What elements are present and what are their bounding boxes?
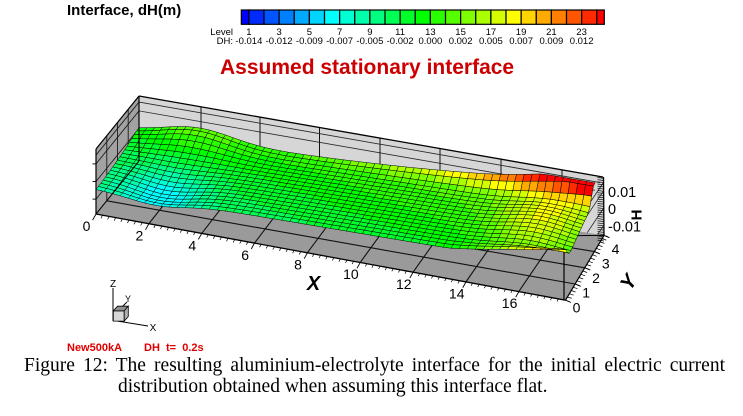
svg-text:15: 15 (455, 27, 466, 38)
svg-text:-0.014: -0.014 (235, 36, 262, 47)
svg-text:0.002: 0.002 (449, 36, 473, 47)
svg-text:DH:: DH: (217, 36, 233, 47)
svg-text:X: X (306, 273, 322, 295)
svg-text:13: 13 (425, 27, 436, 38)
svg-text:0.009: 0.009 (540, 36, 564, 47)
svg-text:12: 12 (396, 276, 412, 292)
svg-text:11: 11 (395, 27, 405, 38)
svg-text:16: 16 (502, 295, 518, 311)
svg-text:Z: Z (110, 279, 116, 290)
svg-text:17: 17 (486, 27, 497, 38)
svg-text:0: 0 (608, 202, 616, 218)
svg-text:0.01: 0.01 (608, 185, 636, 201)
svg-text:4: 4 (612, 241, 620, 257)
svg-text:23: 23 (576, 27, 587, 38)
svg-text:19: 19 (516, 27, 527, 38)
svg-text:3: 3 (602, 256, 610, 272)
svg-text:-0.01: -0.01 (608, 220, 641, 236)
svg-text:-0.007: -0.007 (326, 36, 353, 47)
svg-text:1: 1 (246, 27, 251, 38)
svg-text:Y: Y (616, 270, 643, 295)
svg-text:10: 10 (343, 266, 359, 282)
svg-text:-0.002: -0.002 (387, 36, 414, 47)
svg-text:2: 2 (136, 228, 144, 244)
svg-text:8: 8 (294, 257, 302, 273)
svg-text:Y: Y (125, 294, 131, 304)
svg-text:9: 9 (367, 27, 372, 38)
svg-text:-0.005: -0.005 (356, 36, 383, 47)
svg-text:21: 21 (546, 27, 557, 38)
svg-text:Level: Level (210, 27, 233, 38)
svg-text:0: 0 (573, 299, 581, 315)
svg-text:X: X (150, 323, 157, 334)
svg-text:3: 3 (276, 27, 281, 38)
svg-text:H: H (629, 210, 646, 221)
svg-text:4: 4 (188, 237, 196, 253)
svg-text:0: 0 (83, 218, 91, 234)
svg-text:0.000: 0.000 (419, 36, 443, 47)
svg-text:0.012: 0.012 (570, 36, 594, 47)
svg-text:0.005: 0.005 (479, 36, 503, 47)
svg-text:7: 7 (337, 27, 342, 38)
svg-text:5: 5 (307, 27, 312, 38)
svg-text:0.007: 0.007 (509, 36, 533, 47)
svg-text:1: 1 (582, 285, 590, 301)
svg-text:6: 6 (241, 247, 249, 263)
svg-text:-0.012: -0.012 (266, 36, 293, 47)
svg-text:14: 14 (449, 286, 465, 302)
svg-text:2: 2 (592, 270, 600, 286)
svg-text:-0.009: -0.009 (296, 36, 323, 47)
